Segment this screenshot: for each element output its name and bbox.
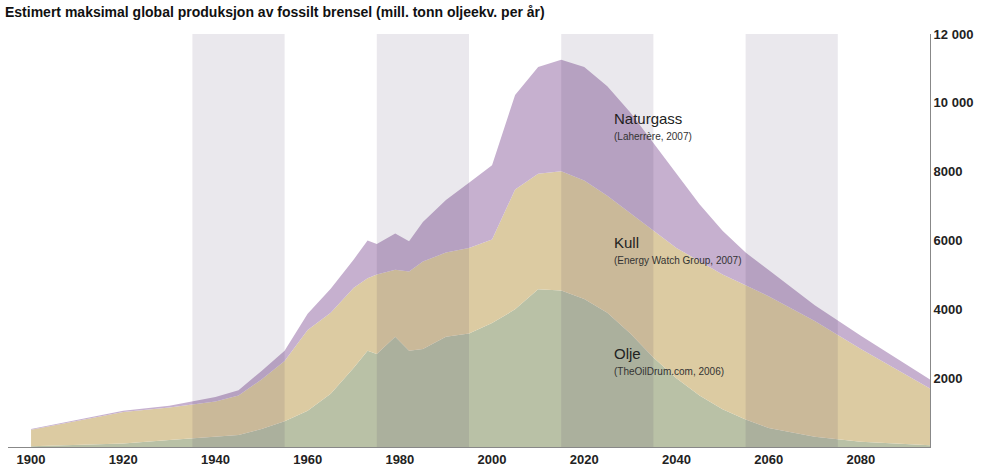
svg-text:Estimert maksimal global produ: Estimert maksimal global produksjon av f… (5, 4, 545, 20)
svg-text:2080: 2080 (846, 452, 875, 467)
svg-text:12 000: 12 000 (934, 27, 974, 42)
svg-text:(Energy Watch Group, 2007): (Energy Watch Group, 2007) (614, 255, 741, 266)
svg-text:2020: 2020 (570, 452, 599, 467)
svg-text:8000: 8000 (934, 164, 963, 179)
svg-text:6000: 6000 (934, 233, 963, 248)
svg-text:Naturgass: Naturgass (614, 110, 682, 127)
svg-text:2000: 2000 (478, 452, 507, 467)
svg-text:1940: 1940 (201, 452, 230, 467)
svg-text:1960: 1960 (293, 452, 322, 467)
svg-text:1920: 1920 (109, 452, 138, 467)
svg-text:2040: 2040 (662, 452, 691, 467)
svg-text:1900: 1900 (17, 452, 46, 467)
svg-text:Kull: Kull (614, 234, 639, 251)
svg-text:(Laherrère, 2007): (Laherrère, 2007) (614, 131, 692, 142)
svg-text:(TheOilDrum.com, 2006): (TheOilDrum.com, 2006) (614, 366, 724, 377)
svg-text:Olje: Olje (614, 345, 641, 362)
svg-text:2000: 2000 (934, 371, 963, 386)
svg-text:1980: 1980 (385, 452, 414, 467)
svg-text:2060: 2060 (754, 452, 783, 467)
svg-text:10 000: 10 000 (934, 95, 974, 110)
svg-text:4000: 4000 (934, 302, 963, 317)
